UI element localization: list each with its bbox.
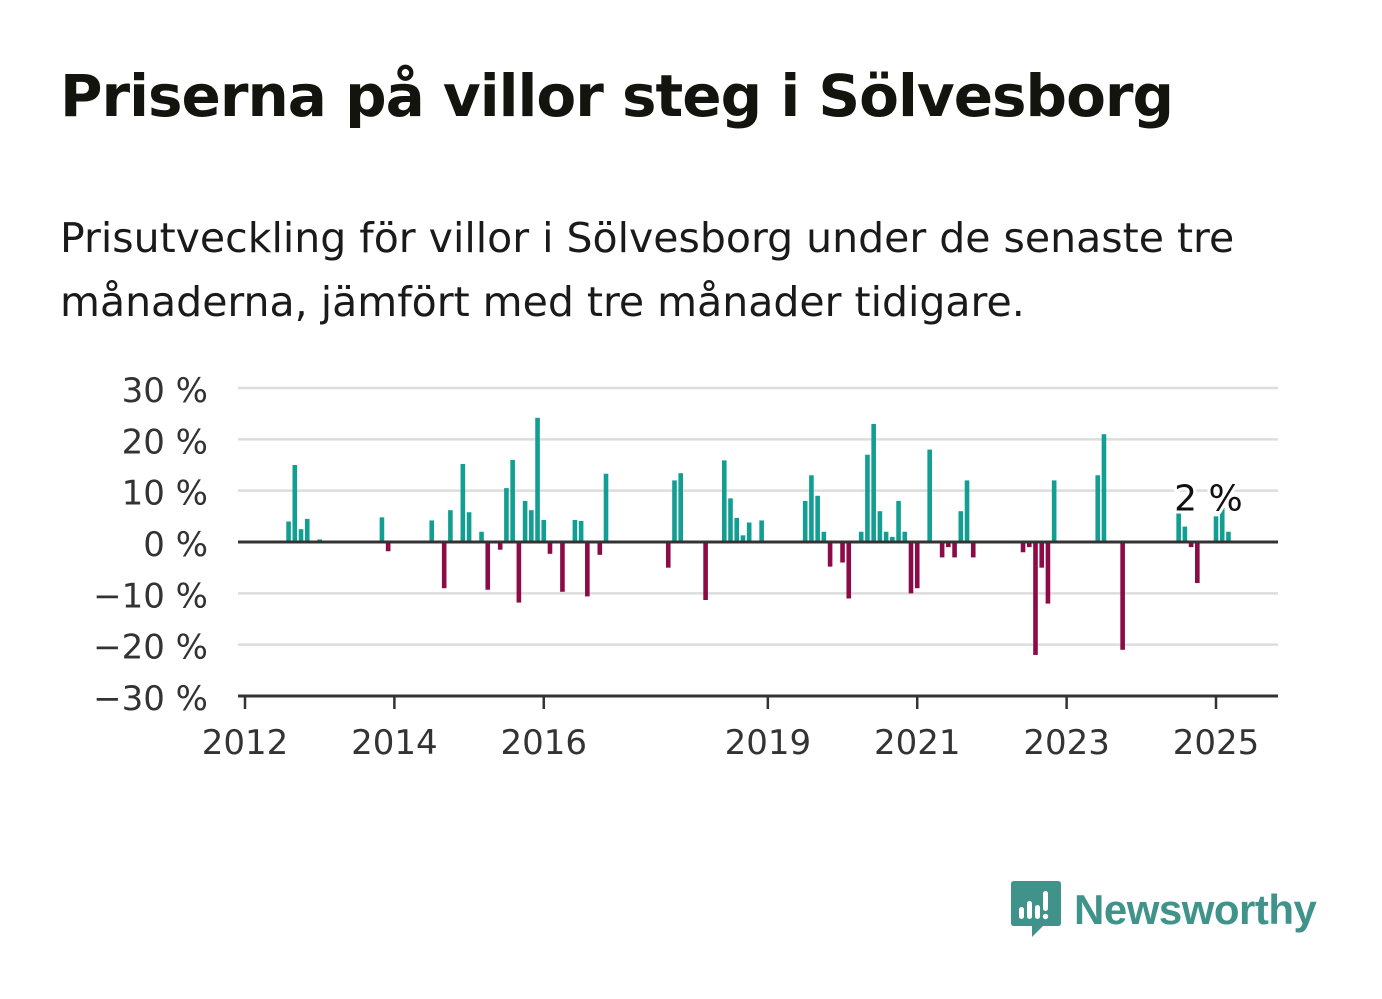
bar <box>1188 542 1194 548</box>
bar-chart: 30 % 20 % 10 % 0 % −10 % −20 % −30 %2012 2014 20… <box>93 371 1278 763</box>
bar <box>504 488 509 542</box>
bar <box>728 498 733 542</box>
bar <box>1095 475 1101 542</box>
x-tick-label: 2019 <box>725 723 812 763</box>
bar <box>535 417 540 542</box>
bar <box>740 535 746 542</box>
bar <box>1182 526 1188 542</box>
bar <box>678 473 684 542</box>
bar <box>902 531 908 542</box>
bar <box>952 542 957 558</box>
bar <box>541 519 547 542</box>
bar <box>759 520 764 542</box>
bar <box>734 517 740 542</box>
bar <box>827 542 833 567</box>
bar <box>1039 542 1045 568</box>
y-tick-label: 20 % <box>122 422 208 462</box>
bar <box>516 542 522 603</box>
x-tick-label: 2023 <box>1023 723 1110 763</box>
x-tick-label: 2016 <box>501 723 588 763</box>
bar <box>485 542 491 590</box>
bar <box>379 517 385 542</box>
data-label-latest: 2 % <box>1174 479 1243 520</box>
bar <box>1120 542 1125 650</box>
x-tick-label: 2012 <box>202 723 289 763</box>
bar <box>821 531 827 542</box>
bar <box>877 511 883 542</box>
y-tick-label: 30 % <box>122 371 208 411</box>
chart-subtitle: Prisutveckling för villor i Sölvesborg u… <box>60 214 1235 326</box>
bar <box>802 500 808 542</box>
bar <box>970 542 976 558</box>
bar <box>815 495 820 542</box>
bar <box>840 542 845 563</box>
bar <box>547 542 553 554</box>
x-tick-label: 2014 <box>351 723 438 763</box>
bar <box>703 542 708 601</box>
brand-logo: Newsworthy <box>1010 878 1317 942</box>
bar <box>890 536 895 542</box>
bar <box>1176 506 1181 542</box>
bar <box>466 512 472 542</box>
y-tick-label: −20 % <box>93 628 208 668</box>
bar <box>585 542 590 597</box>
y-tick-label: −30 % <box>93 679 208 719</box>
bar <box>665 542 671 568</box>
bar <box>286 521 291 542</box>
bar <box>1020 542 1026 553</box>
bar <box>603 473 609 542</box>
bar <box>1195 542 1200 584</box>
bar <box>560 542 565 592</box>
bar <box>460 463 466 542</box>
bar <box>441 542 447 589</box>
y-tick-label: 0 % <box>143 525 208 565</box>
bar <box>846 542 852 599</box>
bar <box>871 423 876 542</box>
bar <box>946 542 951 548</box>
bar <box>429 520 435 542</box>
bar <box>497 542 503 550</box>
y-tick-label: −10 % <box>93 576 208 616</box>
bar <box>1226 531 1231 542</box>
bar <box>1045 542 1051 604</box>
x-tick-label: 2025 <box>1173 723 1260 763</box>
brand-name: Newsworthy <box>1074 886 1317 933</box>
bar <box>385 542 391 552</box>
bar <box>1101 434 1107 542</box>
bar <box>597 542 603 555</box>
bar <box>883 531 889 542</box>
x-tick-label: 2021 <box>874 723 961 763</box>
bar <box>304 518 310 542</box>
bar <box>298 529 304 542</box>
bar <box>858 531 864 542</box>
bar <box>927 449 932 542</box>
bar <box>1026 542 1032 548</box>
bar <box>448 510 453 542</box>
bar <box>914 542 920 589</box>
bar <box>292 465 298 542</box>
newsworthy-logo-icon <box>1011 881 1061 937</box>
y-tick-label: 10 % <box>122 474 208 514</box>
bar <box>721 460 727 542</box>
bar <box>1033 542 1038 655</box>
bar <box>572 519 578 542</box>
bar <box>908 542 914 594</box>
bar <box>479 531 484 542</box>
bar <box>510 459 515 542</box>
bar <box>746 522 752 542</box>
bar <box>809 475 814 542</box>
bar <box>672 480 677 542</box>
bar <box>865 454 870 542</box>
bar <box>529 510 534 542</box>
bar <box>1051 480 1057 542</box>
chart-title: Priserna på villor steg i Sölvesborg <box>60 62 1174 130</box>
bar <box>939 542 945 558</box>
bar <box>964 480 970 542</box>
bar <box>896 500 901 542</box>
bar <box>958 511 964 542</box>
bar <box>522 500 528 542</box>
bar <box>578 520 584 542</box>
bar <box>1213 516 1219 542</box>
bar <box>1219 495 1225 542</box>
